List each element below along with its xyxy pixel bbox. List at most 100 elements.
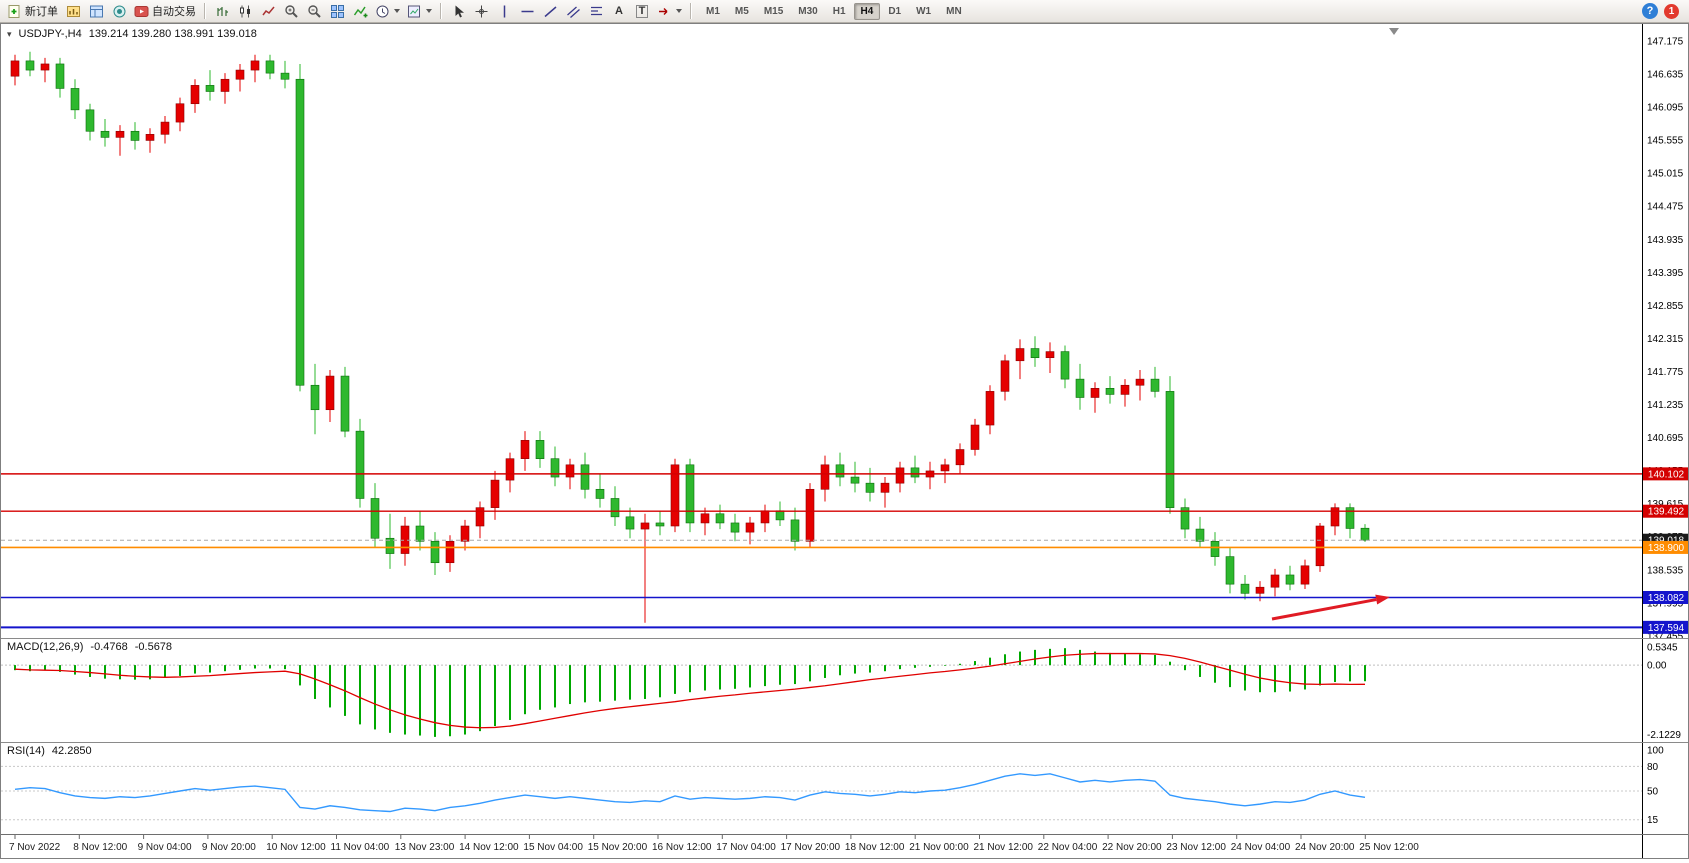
zoom-in-button[interactable] xyxy=(280,1,302,21)
timeframe-m30-button[interactable]: M30 xyxy=(791,3,824,20)
timeframe-m15-button[interactable]: M15 xyxy=(757,3,790,20)
svg-text:147.175: 147.175 xyxy=(1647,37,1684,48)
navigator-icon xyxy=(112,4,127,19)
trendline-tool-button[interactable] xyxy=(539,1,561,21)
svg-text:24 Nov 20:00: 24 Nov 20:00 xyxy=(1295,842,1355,853)
macd-pane: 0.5345 0.00 -2.1229 MACD(12,26,9) -0.4768 … xyxy=(1,638,1688,742)
svg-text:145.015: 145.015 xyxy=(1647,169,1684,180)
crosshair-icon xyxy=(474,4,489,19)
svg-text:80: 80 xyxy=(1647,762,1659,773)
line-chart-icon xyxy=(261,4,276,19)
timeframe-d1-button[interactable]: D1 xyxy=(881,3,908,20)
svg-text:142.315: 142.315 xyxy=(1647,334,1684,345)
chevron-down-icon xyxy=(394,9,400,13)
chevron-down-icon xyxy=(676,9,682,13)
chart-window: 147.175 146.635 146.095 145.555 145.015 144.4… xyxy=(0,23,1689,859)
help-icon[interactable]: ? xyxy=(1642,3,1658,19)
svg-text:14 Nov 12:00: 14 Nov 12:00 xyxy=(459,842,519,853)
annotation-arrow[interactable] xyxy=(1271,594,1390,621)
svg-text:13 Nov 23:00: 13 Nov 23:00 xyxy=(395,842,455,853)
svg-text:21 Nov 00:00: 21 Nov 00:00 xyxy=(909,842,969,853)
main-toolbar: 新订单 自动交易 xyxy=(0,0,1689,23)
notification-badge[interactable]: 1 xyxy=(1664,3,1679,19)
timeframe-m5-button[interactable]: M5 xyxy=(728,3,756,20)
toolbar-right: ? 1 xyxy=(1642,3,1685,19)
bar-chart-icon xyxy=(66,4,81,19)
svg-text:15: 15 xyxy=(1647,815,1659,826)
periods-button[interactable] xyxy=(372,1,403,21)
svg-text:146.095: 146.095 xyxy=(1647,103,1684,114)
text-tool-button[interactable]: A xyxy=(608,1,630,21)
crosshair-tool-button[interactable] xyxy=(470,1,492,21)
chart-shift-marker[interactable] xyxy=(1389,28,1399,35)
svg-text:9 Nov 04:00: 9 Nov 04:00 xyxy=(138,842,192,853)
ohlc-label: 139.214 139.280 138.991 139.018 xyxy=(88,28,257,40)
navigator-button[interactable] xyxy=(108,1,130,21)
svg-text:18 Nov 12:00: 18 Nov 12:00 xyxy=(845,842,905,853)
one-click-trading-toggle[interactable]: ▾ xyxy=(7,28,12,39)
autotrading-label: 自动交易 xyxy=(152,6,196,18)
rsi-label: RSI(14) 42.2850 xyxy=(7,745,92,757)
svg-text:11 Nov 04:00: 11 Nov 04:00 xyxy=(331,842,390,853)
market-watch-button[interactable] xyxy=(85,1,107,21)
autotrading-button[interactable]: 自动交易 xyxy=(131,1,199,21)
svg-text:0.00: 0.00 xyxy=(1647,661,1667,672)
channel-tool-button[interactable] xyxy=(562,1,584,21)
rsi-name: RSI(14) xyxy=(7,745,45,757)
candlestick-chart-button[interactable] xyxy=(234,1,256,21)
rsi-chart[interactable]: 100 80 50 15 xyxy=(1,743,1688,834)
svg-text:7 Nov 2022: 7 Nov 2022 xyxy=(9,842,61,853)
svg-text:16 Nov 12:00: 16 Nov 12:00 xyxy=(652,842,712,853)
toolbar-separator xyxy=(690,3,692,19)
svg-text:25 Nov 12:00: 25 Nov 12:00 xyxy=(1359,842,1419,853)
rsi-line xyxy=(14,773,1366,813)
price-chart[interactable]: 147.175 146.635 146.095 145.555 145.015 144.4… xyxy=(1,24,1688,638)
vertical-line-icon xyxy=(497,4,512,19)
indicators-button[interactable] xyxy=(349,1,371,21)
svg-text:146.635: 146.635 xyxy=(1647,70,1684,81)
fibonacci-tool-button[interactable] xyxy=(585,1,607,21)
svg-text:139.615: 139.615 xyxy=(1647,499,1684,510)
toolbar-separator xyxy=(204,3,206,19)
time-axis[interactable]: 7 Nov 2022 8 Nov 12:00 9 Nov 04:00 9 Nov 20… xyxy=(1,835,1688,858)
svg-text:23 Nov 12:00: 23 Nov 12:00 xyxy=(1166,842,1226,853)
svg-text:22 Nov 20:00: 22 Nov 20:00 xyxy=(1102,842,1162,853)
svg-text:143.395: 143.395 xyxy=(1647,268,1684,279)
svg-text:17 Nov 20:00: 17 Nov 20:00 xyxy=(781,842,841,853)
chart-title: ▾ USDJPY-,H4 139.214 139.280 138.991 139… xyxy=(7,28,257,40)
svg-text:9 Nov 20:00: 9 Nov 20:00 xyxy=(202,842,256,853)
bars-chart-button[interactable] xyxy=(211,1,233,21)
zoom-out-icon xyxy=(307,4,322,19)
market-watch-icon xyxy=(89,4,104,19)
timeframe-w1-button[interactable]: W1 xyxy=(909,3,938,20)
horizontal-line-tool-button[interactable] xyxy=(516,1,538,21)
tile-windows-button[interactable] xyxy=(326,1,348,21)
rsi-pane: 100 80 50 15 RSI(14) 42.2850 xyxy=(1,742,1688,834)
macd-name: MACD(12,26,9) xyxy=(7,641,84,653)
indicators-icon xyxy=(353,4,368,19)
zoom-out-button[interactable] xyxy=(303,1,325,21)
cursor-icon xyxy=(451,4,466,19)
label-tool-button[interactable]: T xyxy=(631,1,653,21)
macd-chart[interactable]: 0.5345 0.00 -2.1229 xyxy=(1,639,1688,742)
line-chart-button[interactable] xyxy=(257,1,279,21)
arrows-tool-button[interactable] xyxy=(654,1,685,21)
timeframe-h4-button[interactable]: H4 xyxy=(853,2,881,20)
svg-text:10 Nov 12:00: 10 Nov 12:00 xyxy=(266,842,326,853)
new-order-button[interactable]: 新订单 xyxy=(4,1,61,21)
timeframe-mn-button[interactable]: MN xyxy=(939,3,969,20)
channel-icon xyxy=(566,4,581,19)
timeframe-h1-button[interactable]: H1 xyxy=(826,3,853,20)
macd-label: MACD(12,26,9) -0.4768 -0.5678 xyxy=(7,641,172,653)
toolbar-separator xyxy=(440,3,442,19)
svg-text:142.855: 142.855 xyxy=(1647,301,1684,312)
vertical-line-tool-button[interactable] xyxy=(493,1,515,21)
new-order-label: 新订单 xyxy=(25,6,58,18)
timeframe-m1-button[interactable]: M1 xyxy=(699,3,727,20)
svg-text:15 Nov 20:00: 15 Nov 20:00 xyxy=(588,842,648,853)
cursor-tool-button[interactable] xyxy=(447,1,469,21)
macd-main-value: -0.4768 xyxy=(90,641,128,653)
templates-button[interactable] xyxy=(404,1,435,21)
charts-profile-button[interactable] xyxy=(62,1,84,21)
horizontal-lines[interactable] xyxy=(1,473,1642,629)
